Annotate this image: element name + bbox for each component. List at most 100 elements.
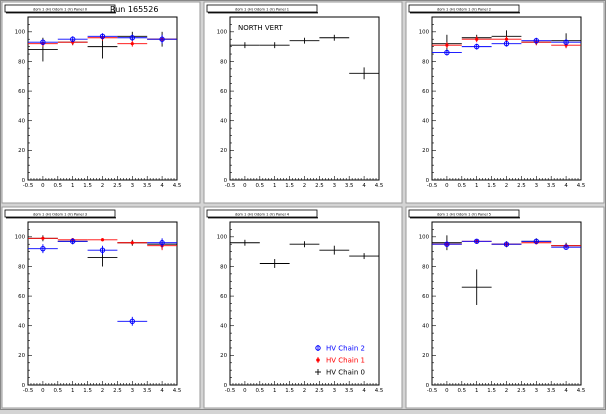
x-tick-label: 3.5	[143, 388, 152, 394]
panel-title-frame	[206, 4, 318, 13]
x-tick-label: 3	[131, 183, 134, 189]
x-tick-label: 2	[303, 388, 306, 394]
marker-circle	[503, 241, 510, 247]
x-tick-label: -0.5	[225, 183, 236, 189]
x-tick-label: 2.5	[315, 388, 324, 394]
y-tick-label: 40	[220, 324, 227, 330]
panel-5: dom 1 (H) Odom 1 (V) Panel 5020406080100…	[405, 206, 605, 409]
x-tick-label: 4.5	[375, 183, 384, 189]
x-tick-label: 3	[131, 388, 134, 394]
x-tick-label: 4.5	[577, 388, 586, 394]
series-hv-chain-0	[230, 34, 379, 80]
marker-circle	[503, 40, 510, 47]
x-tick-label: 4.5	[173, 183, 182, 189]
y-tick-label: 100	[419, 30, 430, 36]
panel-title-box: dom 1 (H) Odom 1 (V) Panel 5	[408, 209, 520, 219]
panel-title-box: dom 1 (H) Odom 1 (V) Panel 1	[206, 4, 318, 14]
x-tick-label: -0.5	[427, 388, 438, 394]
marker-circle	[129, 35, 136, 41]
y-tick-label: 80	[422, 264, 429, 270]
data-point	[28, 236, 58, 240]
data-point	[259, 42, 290, 49]
marker-circle	[444, 241, 450, 247]
data-point	[259, 259, 290, 268]
x-tick-label: 4	[362, 183, 366, 189]
x-tick-label: 3	[535, 183, 538, 189]
data-point	[349, 253, 379, 260]
marker-star	[445, 43, 449, 47]
data-point	[87, 33, 118, 40]
y-tick-label: 20	[220, 353, 227, 359]
x-tick-label: 1.5	[83, 183, 92, 189]
x-tick-label: 1	[475, 388, 478, 394]
x-tick-label: 2	[303, 183, 306, 189]
y-tick-label: 40	[220, 119, 227, 125]
x-tick-label: 3.5	[547, 388, 556, 394]
panel-annotation: NORTH VERT	[238, 24, 283, 32]
panel-title: dom 1 (H) Odom 1 (V) Panel 5	[437, 213, 491, 217]
y-tick-label: 0	[426, 178, 430, 184]
y-tick-label: 60	[220, 89, 227, 95]
marker-circle	[70, 36, 76, 42]
x-tick-label: 1	[475, 183, 478, 189]
panel-title: dom 1 (H) Odom 1 (V) Panel 3	[33, 213, 87, 217]
y-tick-label: 20	[18, 148, 25, 154]
y-tick-label: 0	[22, 178, 26, 184]
data-point	[491, 36, 522, 43]
x-tick-label: 1.5	[285, 183, 294, 189]
panel-annotation: Run 165526	[110, 5, 158, 14]
panel-title-frame	[408, 4, 520, 13]
panel-3: dom 1 (H) Odom 1 (V) Panel 3020406080100…	[1, 206, 201, 409]
x-tick-label: 2	[101, 183, 104, 189]
panel-title-box: dom 1 (H) Odom 1 (V) Panel 3	[4, 209, 116, 219]
data-point	[551, 39, 581, 46]
panel-title-frame	[4, 209, 116, 218]
marker-star	[504, 37, 509, 41]
x-tick-label: 4	[362, 388, 366, 394]
y-tick-label: 80	[18, 59, 25, 65]
y-tick-label: 80	[18, 264, 25, 270]
marker-circle	[474, 238, 480, 244]
x-tick-label: -0.5	[23, 388, 34, 394]
data-point	[147, 34, 177, 44]
marker-circle	[533, 238, 539, 244]
data-point	[230, 42, 260, 49]
data-point	[87, 238, 118, 242]
y-tick-label: 0	[224, 383, 228, 389]
marker-star	[41, 236, 45, 240]
x-tick-label: 4	[564, 183, 568, 189]
data-point	[147, 238, 177, 248]
x-tick-label: 3	[333, 183, 336, 189]
series-hv-chain-2	[432, 238, 581, 250]
data-point	[461, 36, 492, 43]
x-tick-label: -0.5	[427, 183, 438, 189]
x-tick-label: 2.5	[517, 388, 526, 394]
data-point	[117, 34, 148, 41]
y-tick-label: 100	[15, 235, 26, 241]
y-tick-label: 40	[18, 119, 25, 125]
x-tick-label: 3	[535, 388, 538, 394]
data-point	[432, 49, 462, 56]
series-hv-chain-2	[28, 33, 177, 46]
data-point	[57, 36, 88, 43]
data-point	[117, 316, 148, 326]
data-point	[87, 245, 118, 255]
x-tick-label: 0	[243, 183, 247, 189]
x-tick-label: 1	[273, 388, 276, 394]
data-point	[432, 42, 462, 49]
panel-2: dom 1 (H) Odom 1 (V) Panel 2020406080100…	[405, 1, 605, 204]
marker-circle	[159, 36, 165, 42]
x-tick-label: 3.5	[547, 183, 556, 189]
marker-circle	[129, 318, 136, 324]
panel-0: dom 1 (H) Odom 1 (V) Panel 0020406080100…	[1, 1, 201, 204]
panel-title: dom 1 (H) Odom 1 (V) Panel 0	[33, 8, 88, 12]
data-point	[461, 238, 492, 244]
y-tick-label: 20	[18, 353, 25, 359]
panel-title: dom 1 (H) Odom 1 (V) Panel 1	[235, 8, 289, 12]
y-tick-label: 100	[419, 235, 430, 241]
x-tick-label: 1	[71, 388, 74, 394]
x-tick-label: 0.5	[458, 183, 467, 189]
y-tick-label: 0	[426, 383, 430, 389]
